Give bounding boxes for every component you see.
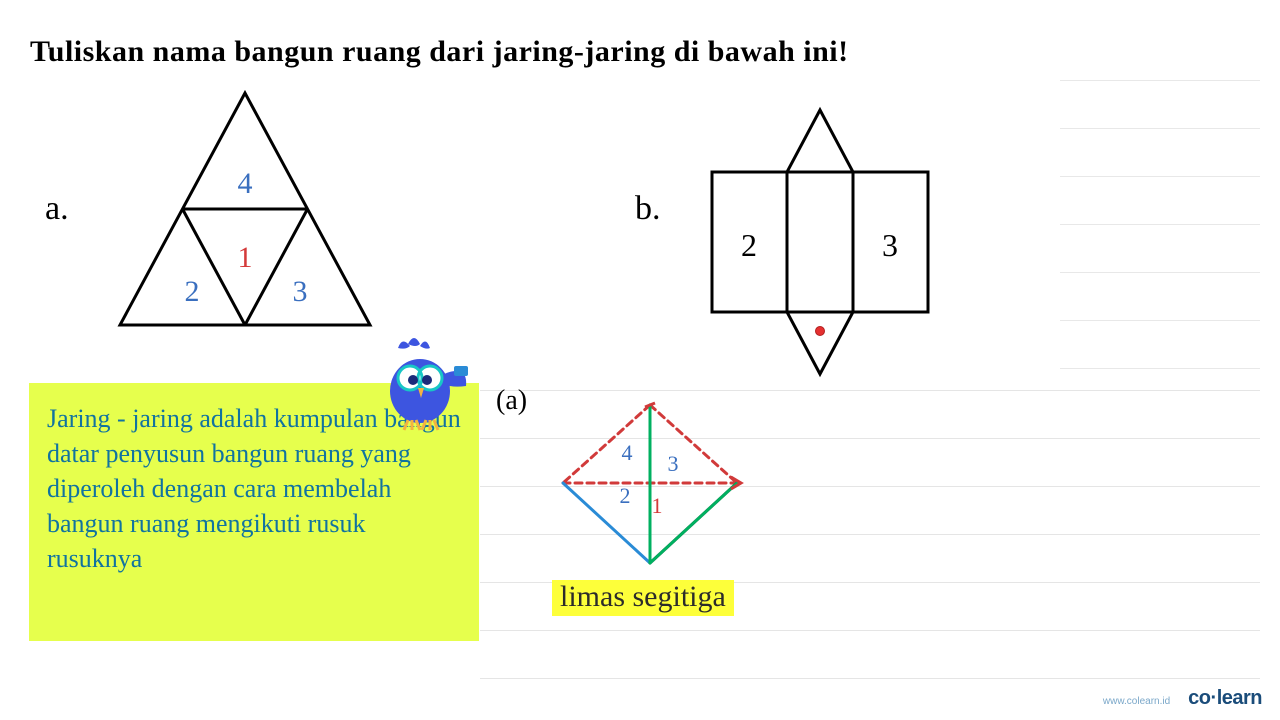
page-title: Tuliskan nama bangun ruang dari jaring-j… xyxy=(30,35,849,69)
svg-text:3: 3 xyxy=(882,227,898,263)
sub-a-label: (a) xyxy=(496,385,527,417)
label-b: b. xyxy=(635,190,661,228)
svg-text:3: 3 xyxy=(668,451,679,476)
branding-logo: co·learn xyxy=(1188,687,1262,710)
svg-text:2: 2 xyxy=(741,227,757,263)
figure-c: 4 3 2 1 xyxy=(555,395,745,570)
branding-url: www.colearn.id xyxy=(1103,696,1170,707)
svg-text:1: 1 xyxy=(238,241,253,274)
answer-text: limas segitiga xyxy=(560,580,726,613)
mascot-icon xyxy=(372,336,472,436)
figure-a: 4 1 2 3 xyxy=(110,85,380,335)
answer-highlight: limas segitiga xyxy=(552,580,734,616)
svg-text:4: 4 xyxy=(238,167,253,200)
svg-text:1: 1 xyxy=(652,493,663,518)
canvas: Tuliskan nama bangun ruang dari jaring-j… xyxy=(0,0,1280,720)
label-a: a. xyxy=(45,190,69,228)
pointer-dot xyxy=(815,326,825,336)
svg-text:3: 3 xyxy=(293,275,308,308)
svg-text:4: 4 xyxy=(622,440,633,465)
svg-text:2: 2 xyxy=(620,483,631,508)
svg-text:2: 2 xyxy=(185,275,200,308)
ruled-lines-upper xyxy=(1060,70,1260,320)
branding: www.colearn.id co·learn xyxy=(1103,687,1262,710)
figure-b: 2 3 xyxy=(700,100,940,380)
